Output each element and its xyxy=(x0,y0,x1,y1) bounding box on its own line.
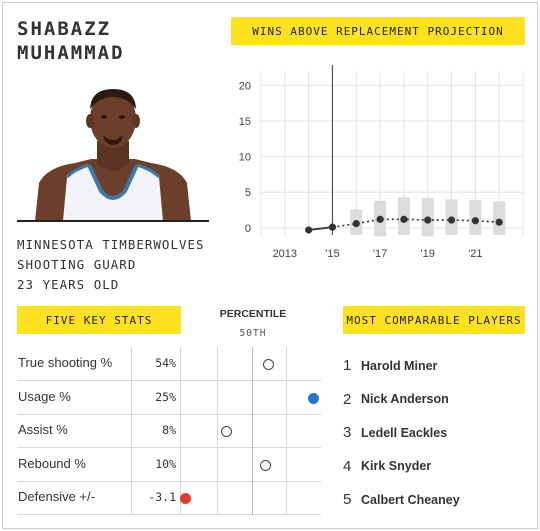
percentile-grid-line xyxy=(216,481,218,516)
stat-row: Defensive +/- -3.1 xyxy=(17,481,321,516)
stat-percentile-track xyxy=(182,347,321,381)
percentile-grid-line xyxy=(216,414,218,449)
player-name: SHABAZZ MUHAMMAD xyxy=(17,17,217,65)
key-stats-table: True shooting % 54% Usage % 25% Assist % 8% Re… xyxy=(17,347,321,516)
player-position: SHOOTING GUARD xyxy=(17,257,137,272)
player-bio: MINNESOTA TIMBERWOLVES SHOOTING GUARD 23… xyxy=(17,235,205,295)
stat-name: True shooting % xyxy=(17,347,132,381)
war-y-ticks: 0 5 10 15 20 xyxy=(239,80,251,235)
percentile-grid-line xyxy=(286,447,288,482)
stat-row: True shooting % 54% xyxy=(17,347,321,381)
stat-percentile-track xyxy=(182,414,321,449)
comparable-player-item: 4 Kirk Snyder xyxy=(343,450,525,484)
percentile-dot xyxy=(179,493,191,505)
comparable-name: Nick Anderson xyxy=(361,392,449,407)
comparable-name: Ledell Eackles xyxy=(361,425,448,440)
stat-value: 54% xyxy=(133,347,181,381)
comparable-rank: 2 xyxy=(343,390,352,408)
player-first-name: SHABAZZ xyxy=(17,18,112,40)
stat-row: Assist % 8% xyxy=(17,414,321,449)
percentile-dot xyxy=(220,426,232,438)
stat-row: Rebound % 10% xyxy=(17,447,321,482)
comparables-header: MOST COMPARABLE PLAYERS xyxy=(343,306,525,334)
stat-name: Rebound % xyxy=(17,447,132,482)
photo-divider xyxy=(17,220,209,222)
comparable-rank: 1 xyxy=(343,357,352,375)
percentile-dot xyxy=(307,392,319,404)
player-photo xyxy=(17,79,209,221)
comparable-name: Harold Miner xyxy=(361,358,438,373)
stat-value: 8% xyxy=(133,414,181,449)
stat-name: Usage % xyxy=(17,380,132,415)
comparable-rank: 3 xyxy=(343,424,352,442)
projection-point xyxy=(495,218,503,226)
comparable-name: Calbert Cheaney xyxy=(361,492,460,507)
x-tick-label: '17 xyxy=(373,248,387,260)
stat-percentile-track xyxy=(182,447,321,482)
player-age: 23 YEARS OLD xyxy=(17,277,120,292)
player-team: MINNESOTA TIMBERWOLVES xyxy=(17,237,205,252)
percentile-grid-line xyxy=(286,347,288,381)
comparable-rank: 5 xyxy=(343,491,352,509)
war-grid xyxy=(260,65,524,235)
projection-point xyxy=(400,215,408,223)
y-tick-label: 20 xyxy=(239,80,251,92)
stat-row: Usage % 25% xyxy=(17,380,321,415)
x-tick-label: '21 xyxy=(468,248,482,260)
projection-point xyxy=(376,215,384,223)
comparable-name: Kirk Snyder xyxy=(361,459,432,474)
history-point xyxy=(328,223,337,231)
projection-point xyxy=(424,216,432,224)
percentile-50th-label: 50TH xyxy=(239,328,267,339)
percentile-grid-line xyxy=(286,481,288,516)
projection-point xyxy=(447,216,456,224)
key-stats-header: FIVE KEY STATS xyxy=(17,306,181,334)
stat-percentile-track xyxy=(182,380,321,415)
player-last-name: MUHAMMAD xyxy=(17,42,125,64)
history-line xyxy=(308,226,333,231)
war-chart: 0 5 10 15 20 2013 '15 '17 '19 '21 xyxy=(239,65,524,260)
percentile-dot xyxy=(259,459,271,471)
history-point xyxy=(305,226,313,234)
war-points xyxy=(305,215,503,234)
percentile-grid-line xyxy=(216,347,218,381)
percentile-50th-line xyxy=(251,380,253,415)
comparable-player-item: 2 Nick Anderson xyxy=(343,383,525,417)
comparable-player-item: 3 Ledell Eackles xyxy=(343,416,525,450)
comparable-rank: 4 xyxy=(343,457,352,475)
stat-value: 25% xyxy=(133,380,181,415)
war-x-ticks: 2013 '15 '17 '19 '21 xyxy=(273,248,483,260)
x-tick-label: '19 xyxy=(421,248,435,260)
y-tick-label: 5 xyxy=(245,187,251,199)
war-lines xyxy=(308,218,500,231)
x-tick-label: '15 xyxy=(325,248,339,260)
stat-name: Assist % xyxy=(17,414,132,449)
percentile-grid-line xyxy=(286,414,288,449)
projection-band xyxy=(493,201,506,235)
percentile-50th-line xyxy=(251,447,253,482)
stat-name: Defensive +/- xyxy=(17,481,132,516)
stat-value: -3.1 xyxy=(133,481,181,516)
y-tick-label: 10 xyxy=(239,152,251,164)
comparable-player-item: 5 Calbert Cheaney xyxy=(343,483,525,517)
y-tick-label: 15 xyxy=(239,116,251,128)
x-tick-label: 2013 xyxy=(273,248,297,260)
percentile-grid-line xyxy=(216,447,218,482)
comparable-player-item: 1 Harold Miner xyxy=(343,349,525,383)
percentile-grid-line xyxy=(216,380,218,415)
y-tick-label: 0 xyxy=(245,223,251,235)
percentile-grid-line xyxy=(286,380,288,415)
projection-point xyxy=(471,217,479,225)
comparables-list: 1 Harold Miner 2 Nick Anderson 3 Ledell Eackl… xyxy=(343,349,525,517)
percentile-dot xyxy=(262,359,274,370)
projection-point xyxy=(352,219,360,228)
percentile-50th-line xyxy=(251,481,253,516)
war-header: WINS ABOVE REPLACEMENT PROJECTION xyxy=(231,17,525,45)
stat-percentile-track xyxy=(179,481,321,516)
percentile-50th-line xyxy=(251,414,253,449)
stat-value: 10% xyxy=(133,447,181,482)
percentile-50th-line xyxy=(251,347,253,381)
percentile-label: PERCENTILE xyxy=(219,308,287,320)
